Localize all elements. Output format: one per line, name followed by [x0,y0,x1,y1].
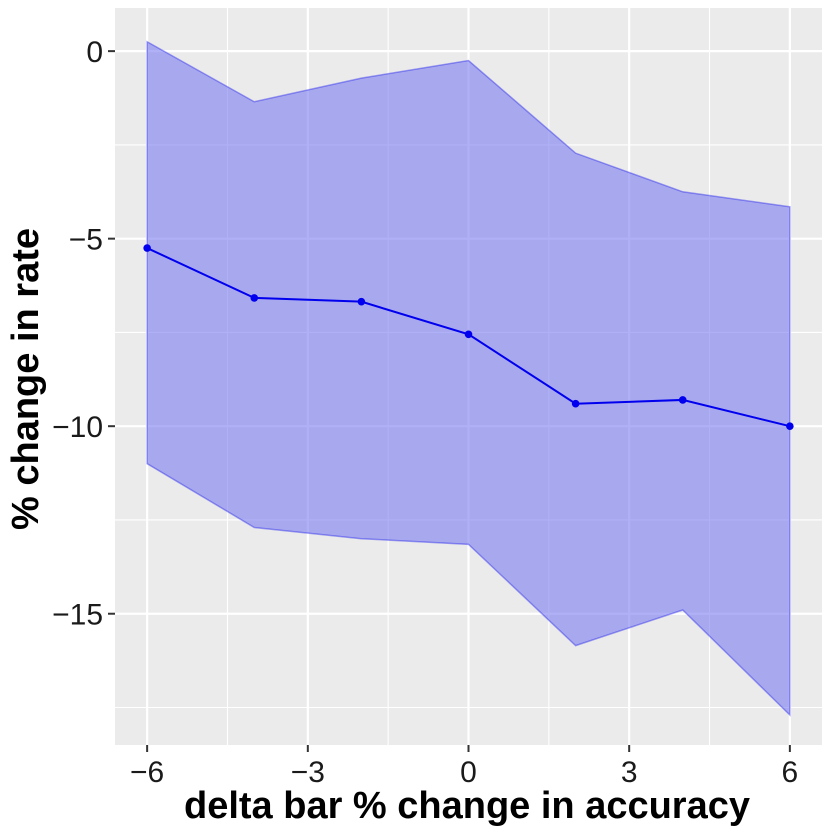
x-tick-label: −6 [130,756,164,789]
data-points-layer [143,244,794,430]
x-tick-label: 6 [782,756,799,789]
data-point [786,422,794,430]
y-axis-ticks: 0 −5 −10 −15 [52,36,115,632]
x-tick-label: 0 [460,756,477,789]
y-tick-label: −5 [69,224,103,257]
data-point [678,396,687,404]
data-point [464,330,473,339]
y-axis-title: % change in rate [5,228,47,530]
data-point [250,294,259,302]
y-tick-label: 0 [86,36,103,69]
data-point [357,297,366,306]
x-axis-title: delta bar % change in accuracy [184,785,750,827]
y-tick-label: −10 [52,411,103,444]
confidence-band-layer [146,40,791,717]
confidence-band [146,40,791,717]
x-axis-ticks: −6 −3 0 3 6 [130,745,798,789]
x-tick-label: −3 [291,756,325,789]
data-point [571,399,580,408]
data-point [143,244,151,252]
y-tick-label: −15 [52,599,103,632]
x-tick-label: 3 [621,756,638,789]
